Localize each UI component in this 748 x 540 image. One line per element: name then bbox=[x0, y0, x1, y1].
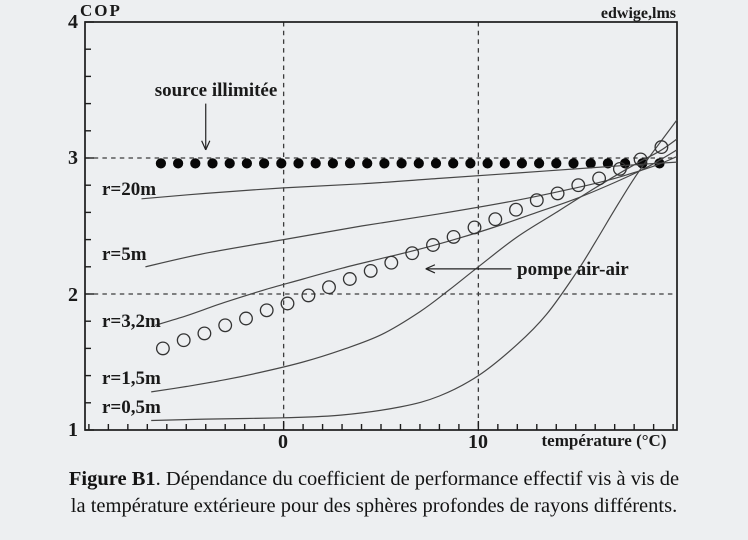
x-tick-label-0: 0 bbox=[278, 431, 288, 453]
y-tick-label-1: 1 bbox=[68, 419, 78, 441]
curve-label-r20m: r=20m bbox=[102, 179, 157, 200]
series-r-1-5m bbox=[151, 138, 678, 393]
y-tick-label-3: 3 bbox=[68, 147, 78, 169]
y-axis-title: COP bbox=[80, 1, 122, 20]
watermark-text: edwige,lms bbox=[600, 5, 676, 22]
curve-label-r1-5m: r=1,5m bbox=[102, 368, 161, 389]
caption-line-1-text: . Dépendance du coefficient de performan… bbox=[155, 468, 680, 490]
curve-label-r0-5m: r=0,5m bbox=[102, 397, 161, 418]
caption-figure-number: Figure B1 bbox=[68, 468, 156, 490]
series-r-5m bbox=[145, 156, 678, 268]
x-axis-title: température (°C) bbox=[541, 431, 667, 450]
arrow-source-illimitee-label bbox=[201, 103, 211, 151]
arrow-pompe-air-air-label bbox=[425, 264, 512, 274]
gridlines bbox=[85, 22, 677, 430]
caption-line-2: la température extérieure pour des sphèr… bbox=[70, 495, 678, 517]
series-pompe-air-air bbox=[155, 140, 669, 356]
plot-border bbox=[84, 21, 678, 431]
figure-caption: Figure B1. Dépendance du coefficient de … bbox=[0, 466, 748, 520]
curve-label-r5m: r=5m bbox=[102, 244, 147, 265]
curve-label-r3-2m: r=3,2m bbox=[102, 311, 161, 332]
axis-ticks bbox=[85, 21, 674, 431]
series-source-illimitee bbox=[155, 158, 665, 169]
x-tick-label-10: 10 bbox=[468, 431, 488, 453]
annotation-pompe-air-air: pompe air-air bbox=[517, 259, 629, 280]
y-tick-label-4: 4 bbox=[68, 11, 78, 33]
caption-line-1: Figure B1. Dépendance du coefficient de … bbox=[0, 466, 748, 493]
annotation-source-illimitee: source illimitée bbox=[154, 80, 278, 101]
y-tick-label-2: 2 bbox=[68, 284, 78, 306]
series-r-20m bbox=[141, 161, 678, 200]
series-r-0-5m bbox=[151, 119, 678, 422]
